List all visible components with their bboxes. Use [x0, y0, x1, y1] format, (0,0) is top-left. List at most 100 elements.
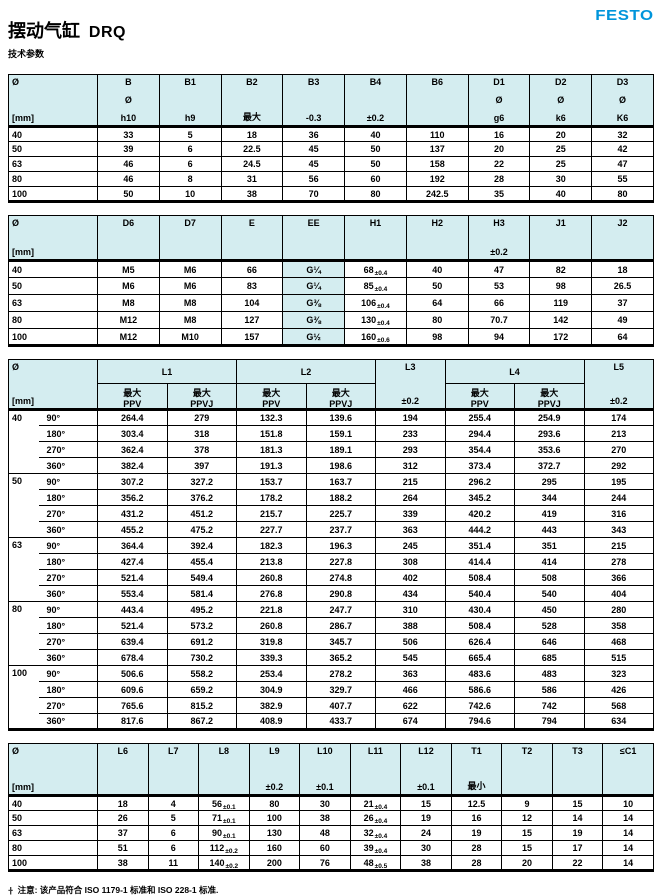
data-cell: 344: [514, 489, 585, 506]
data-cell: 18: [97, 795, 149, 811]
data-cell: 5: [158, 126, 222, 142]
data-cell: 483.6: [444, 665, 515, 682]
data-cell: 634: [583, 713, 654, 730]
data-cell: 68±0.4: [344, 260, 407, 278]
data-cell: 293.6: [514, 425, 585, 442]
size-cell: 80: [8, 171, 98, 187]
data-cell: 6: [147, 825, 200, 841]
data-cell: 420.2: [444, 505, 515, 522]
data-cell: 70: [282, 186, 346, 202]
col-header-b3: B3 -0.3: [282, 74, 346, 128]
data-cell: 188.2: [305, 489, 376, 506]
data-cell: 765.6: [97, 697, 168, 714]
size-cell: 80: [8, 601, 39, 666]
data-cell: 468: [583, 633, 654, 650]
data-cell: 56: [282, 171, 346, 187]
data-cell: 794: [514, 713, 585, 730]
data-cell: 39: [97, 141, 160, 157]
data-cell: 49: [591, 311, 654, 329]
data-cell: 215: [583, 537, 654, 554]
data-cell: 404: [583, 585, 654, 602]
data-cell: 140±0.2: [198, 855, 250, 871]
data-cell: 378: [166, 441, 237, 458]
data-cell: 244: [583, 489, 654, 506]
data-cell: 11: [147, 855, 200, 871]
data-cell: 255.4: [444, 409, 515, 426]
data-cell: 46: [97, 156, 160, 172]
size-cell: 63: [8, 825, 98, 841]
data-cell: 19: [400, 810, 452, 826]
data-cell: 345.2: [444, 489, 515, 506]
data-cell: 382.4: [97, 457, 168, 474]
col-header-t3: T3: [551, 743, 604, 797]
data-cell: 160: [248, 840, 301, 856]
data-cell: 195: [583, 473, 654, 490]
data-cell: 8: [158, 171, 222, 187]
data-cell: 568: [583, 697, 654, 714]
data-cell: 528: [514, 617, 585, 634]
data-cell: 372.7: [514, 457, 585, 474]
angle-cell: 360°: [38, 521, 98, 538]
data-cell: 106±0.4: [344, 294, 407, 312]
data-cell: 363: [375, 665, 446, 682]
data-cell: 50: [344, 156, 407, 172]
col-header-d6: D6: [97, 215, 160, 262]
size-cell: 40: [8, 260, 98, 278]
data-cell: 18: [220, 126, 284, 142]
data-cell: 553.4: [97, 585, 168, 602]
data-cell: 50: [344, 141, 407, 157]
data-cell: 444.2: [444, 521, 515, 538]
page-header: 摆动气缸 DRQ 技术参数 FESTO: [8, 8, 654, 60]
col-header-l10: L10 ±0.1: [299, 743, 351, 797]
sub-header-l1-ppv: 最大 PPV: [97, 383, 168, 411]
data-cell: M12: [97, 328, 160, 346]
data-cell: 60: [344, 171, 407, 187]
data-cell: 189.1: [305, 441, 376, 458]
data-cell: 20: [467, 141, 531, 157]
data-cell: 430.4: [444, 601, 515, 618]
data-cell: 28: [450, 855, 503, 871]
table-row: 360° 817.6 867.2 408.9 433.7 674 794.6 794 634: [9, 713, 654, 730]
col-header-t2: T2: [501, 743, 553, 797]
data-cell: 278.2: [305, 665, 376, 682]
table-row: 40 90° 264.4 279 132.3 139.6 194 255.4 254.9 174: [8, 409, 654, 474]
data-cell: 540: [514, 585, 585, 602]
angle-cell: 180°: [38, 617, 98, 634]
data-cell: 38: [220, 186, 284, 202]
data-cell: 388: [375, 617, 446, 634]
data-cell: 10: [158, 186, 222, 202]
unit-col-header: Ø [mm]: [8, 215, 98, 262]
size-cell: 80: [8, 840, 98, 856]
data-cell: 157: [220, 328, 284, 346]
title-block: 摆动气缸 DRQ 技术参数: [8, 8, 126, 60]
data-cell: 308: [375, 553, 446, 570]
data-cell: 194: [375, 409, 446, 426]
group-header-l2: L2: [236, 359, 376, 384]
data-cell: 47: [591, 156, 654, 172]
table-row: 270° 765.6 815.2 382.9 407.7 622 742.6 742 568: [9, 697, 654, 714]
data-cell: 794.6: [444, 713, 515, 730]
data-cell: 312: [375, 457, 446, 474]
data-cell: 414.4: [444, 553, 515, 570]
data-cell: 14: [602, 840, 654, 856]
group-header-l4: L4: [444, 359, 585, 384]
angle-cell: 180°: [38, 553, 98, 570]
data-cell: 15: [400, 795, 452, 811]
data-cell: 127: [220, 311, 284, 329]
data-cell: 50: [97, 186, 160, 202]
size-cell: 100: [8, 665, 39, 730]
data-cell: M10: [158, 328, 222, 346]
data-cell: 10: [602, 795, 654, 811]
data-cell: 16: [467, 126, 531, 142]
data-cell: 339.3: [236, 649, 307, 666]
data-cell: 191.3: [236, 457, 307, 474]
data-cell: 450: [514, 601, 585, 618]
table-lengths-l6-to-c1: Ø [mm] L6 L7 L8 L9 ±0.2 L10 ±0.1 L11 L12 ±0…: [8, 743, 654, 872]
data-cell: 30: [299, 795, 351, 811]
data-cell: 434: [375, 585, 446, 602]
data-cell: 443.4: [97, 601, 168, 618]
data-cell: 45: [282, 156, 346, 172]
col-header-l7: L7: [147, 743, 200, 797]
